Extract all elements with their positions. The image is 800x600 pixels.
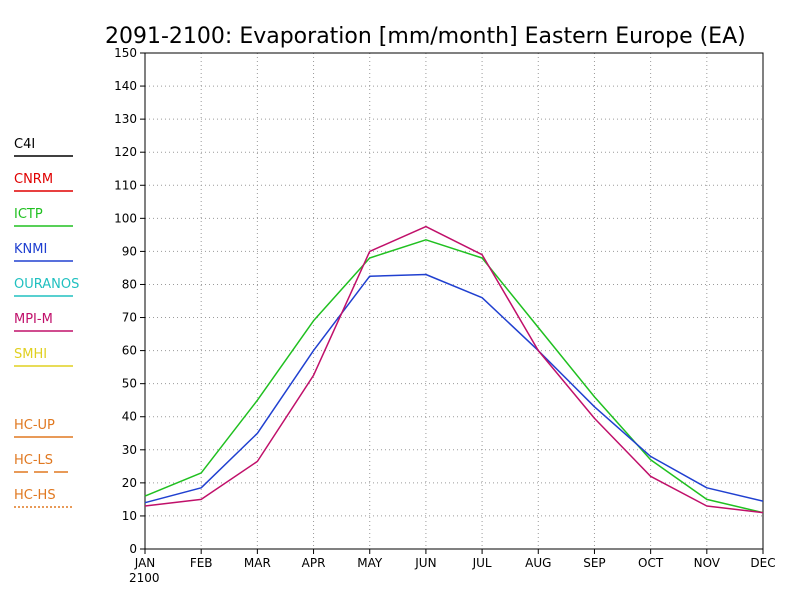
x-tick-label: JUN [414, 556, 436, 570]
x-tick-label: FEB [190, 556, 213, 570]
y-tick-label: 30 [122, 443, 137, 457]
legend-label: MPI-M [14, 312, 53, 327]
legend-label: CNRM [14, 172, 53, 187]
series-line-ictp [144, 239, 764, 514]
legend-label: OURANOS [14, 277, 79, 292]
legend-label: HC-UP [14, 418, 55, 433]
legend-label: ICTP [14, 207, 43, 222]
y-axis: 0 10 20 30 40 50 60 70 80 90 100 110 120 130 140 150 [114, 46, 145, 556]
x-tick-label: NOV [694, 556, 721, 570]
x-tick-label: JAN [134, 556, 156, 570]
y-tick-label: 60 [122, 344, 137, 358]
series-lines [144, 225, 764, 514]
x-tick-label: MAY [357, 556, 383, 570]
y-tick-label: 110 [114, 178, 137, 192]
y-tick-label: 90 [122, 244, 137, 258]
legend: C4I CNRM ICTP KNMI OURANOS MPI-M SMHI HC-UP HC-L… [14, 137, 79, 508]
x-axis: JAN FEB MAR APR MAY JUN JUL AUG SEP OCT NOV DEC [134, 549, 776, 570]
legend-label: SMHI [14, 347, 47, 362]
y-tick-label: 150 [114, 46, 137, 60]
x-year-label: 2100 [129, 571, 160, 585]
legend-label: KNMI [14, 242, 47, 257]
x-tick-label: JUL [472, 556, 492, 570]
y-tick-label: 80 [122, 277, 137, 291]
x-tick-label: AUG [525, 556, 551, 570]
series-line-knmi [144, 273, 764, 504]
grid [145, 53, 763, 549]
x-tick-label: APR [302, 556, 326, 570]
y-tick-label: 10 [122, 509, 137, 523]
y-tick-label: 50 [122, 377, 137, 391]
x-tick-label: SEP [583, 556, 605, 570]
y-tick-label: 70 [122, 311, 137, 325]
x-tick-label: MAR [244, 556, 271, 570]
y-tick-label: 140 [114, 79, 137, 93]
x-tick-label: DEC [750, 556, 775, 570]
series-line-mpi-m [144, 225, 764, 514]
y-tick-label: 20 [122, 476, 137, 490]
y-tick-label: 100 [114, 211, 137, 225]
x-tick-label: OCT [638, 556, 664, 570]
y-tick-label: 0 [129, 542, 137, 556]
plot-frame [144, 52, 764, 550]
y-tick-label: 130 [114, 112, 137, 126]
legend-label: C4I [14, 137, 35, 152]
chart-title: 2091-2100: Evaporation [mm/month] Easter… [105, 24, 746, 49]
y-tick-label: 40 [122, 410, 137, 424]
y-tick-label: 120 [114, 145, 137, 159]
legend-label: HC-HS [14, 488, 56, 503]
legend-label: HC-LS [14, 453, 53, 468]
